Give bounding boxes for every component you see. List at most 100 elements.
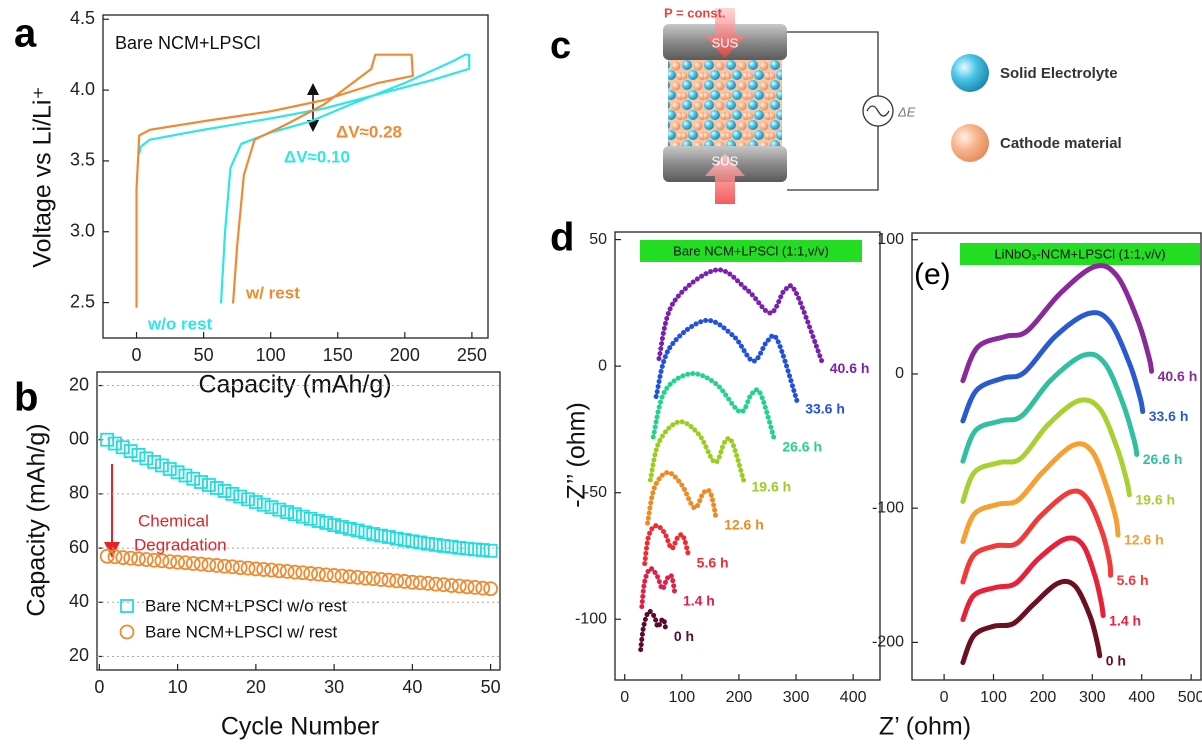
marker — [248, 561, 264, 577]
pressure-arrow — [705, 154, 745, 204]
marker — [311, 514, 326, 528]
marker — [131, 551, 146, 567]
pressure-label: P = const. — [664, 5, 726, 20]
marker — [279, 563, 295, 579]
marker — [444, 539, 459, 554]
series-label: 26.6 h — [782, 438, 822, 454]
marker — [365, 571, 381, 587]
marker — [303, 511, 318, 526]
marker — [272, 502, 287, 517]
x-axis-label: Cycle Number — [221, 713, 379, 741]
marker — [327, 518, 342, 532]
series-line — [960, 441, 1121, 545]
panel-letter: a — [14, 12, 37, 56]
marker — [381, 530, 396, 544]
series-label: w/ rest — [245, 283, 300, 302]
marker — [413, 535, 428, 550]
marker — [154, 553, 170, 569]
series-line — [138, 53, 471, 304]
x-tick-label: 100 — [256, 345, 286, 365]
voltage-label: ΔE — [897, 104, 916, 119]
marker — [342, 569, 358, 585]
series-line — [135, 53, 414, 308]
marker — [194, 475, 208, 489]
plot-frame — [96, 371, 501, 671]
series-label: 40.6 h — [830, 360, 870, 376]
y-tick-label: 80 — [69, 483, 89, 503]
y-tick-label: 4.5 — [70, 8, 95, 28]
y-axis-label: -Z’’ (ohm) — [563, 402, 591, 508]
annotation: ΔV≈0.28 — [336, 122, 402, 141]
y-tick-label: 3.0 — [70, 221, 95, 241]
marker — [256, 562, 272, 577]
y-tick-label: 60 — [69, 537, 89, 557]
plot-frame — [614, 231, 881, 681]
series-line — [960, 488, 1114, 585]
marker — [146, 552, 162, 568]
marker — [248, 495, 263, 509]
x-tick-label: 0 — [132, 345, 142, 365]
marker — [326, 568, 342, 583]
series-label: 33.6 h — [805, 400, 845, 416]
y-tick-label: 40 — [69, 591, 89, 611]
marker — [467, 579, 483, 595]
series-label: 19.6 h — [752, 479, 792, 495]
y-tick-label: 20 — [69, 645, 89, 665]
x-tick-label: 50 — [194, 345, 214, 365]
cell-schematic: c P = const. SUS SUS ΔE Solid Electrolyt… — [550, 5, 1122, 204]
marker — [170, 465, 185, 480]
series-label: 0 h — [674, 628, 694, 644]
x-tick-label: 0 — [940, 689, 949, 706]
x-tick-label: 40 — [402, 677, 422, 697]
x-tick-label: 10 — [168, 677, 188, 697]
y-tick-label: 4.0 — [70, 79, 95, 99]
marker — [233, 489, 248, 504]
plot-frame — [102, 14, 489, 339]
marker — [318, 567, 334, 583]
x-tick-label: 30 — [324, 677, 344, 697]
electrode-mixture — [668, 58, 782, 148]
series-line — [960, 578, 1103, 666]
marker — [303, 566, 319, 581]
y-tick-label: 50 — [589, 231, 607, 248]
marker — [241, 492, 255, 507]
series-label: 40.6 h — [1158, 368, 1198, 384]
plot-frame — [911, 232, 1202, 681]
y-tick-label: 00 — [69, 428, 89, 448]
series-label: 12.6 h — [724, 517, 764, 533]
marker — [451, 578, 467, 594]
series-label: 5.6 h — [697, 555, 729, 571]
marker — [374, 528, 388, 543]
x-tick-label: 20 — [246, 677, 266, 697]
marker — [264, 562, 279, 578]
marker — [264, 500, 279, 515]
y-axis-label: Capacity (mAh/g) — [23, 423, 51, 616]
marker — [397, 574, 412, 589]
y-tick-label: 0 — [598, 357, 607, 374]
x-tick-label: 100 — [668, 689, 695, 706]
marker — [139, 451, 154, 466]
pressure-arrow — [705, 8, 745, 58]
x-tick-label: 300 — [1079, 689, 1106, 706]
series-label: 19.6 h — [1135, 491, 1175, 507]
legend-label: Cathode material — [1000, 135, 1122, 152]
marker — [131, 447, 146, 462]
x-tick-label: 200 — [390, 345, 420, 365]
marker — [350, 523, 365, 538]
series-label: 26.6 h — [1143, 451, 1183, 467]
marker — [185, 556, 201, 571]
ac-wave — [866, 105, 890, 117]
marker — [288, 507, 302, 522]
marker — [295, 565, 311, 581]
legend-swatch — [951, 54, 989, 92]
legend-swatch — [120, 599, 134, 613]
marker — [475, 580, 491, 596]
marker — [358, 570, 373, 586]
marker — [428, 537, 443, 552]
y-tick-label: -100 — [872, 499, 904, 516]
marker — [225, 487, 240, 501]
marker — [287, 564, 303, 580]
y-tick-label: -200 — [872, 634, 904, 651]
marker — [201, 557, 217, 573]
